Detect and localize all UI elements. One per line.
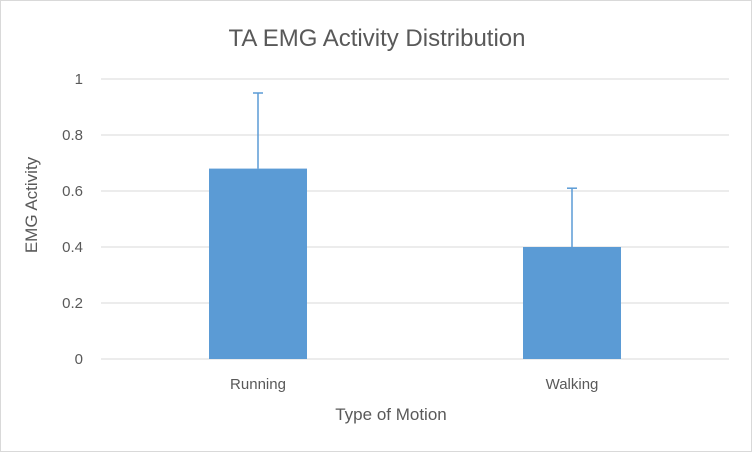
bar-walking (523, 247, 621, 359)
bar-running (209, 168, 307, 359)
y-tick-label: 0 (75, 351, 83, 368)
x-tick-labels: Running Walking (230, 376, 598, 393)
bars (209, 168, 621, 359)
x-axis-title: Type of Motion (335, 405, 447, 424)
y-tick-label: 0.6 (62, 183, 83, 200)
x-tick-label: Running (230, 376, 286, 393)
chart-title: TA EMG Activity Distribution (229, 25, 526, 52)
y-axis-title: EMG Activity (22, 156, 41, 253)
x-tick-label: Walking (546, 376, 599, 393)
y-tick-label: 0.4 (62, 239, 83, 256)
y-tick-labels: 0 0.2 0.4 0.6 0.8 1 (62, 71, 83, 368)
y-tick-label: 0.8 (62, 127, 83, 144)
gridlines (101, 78, 729, 360)
y-tick-label: 1 (75, 71, 83, 88)
error-bars (253, 92, 577, 247)
y-tick-label: 0.2 (62, 295, 83, 312)
